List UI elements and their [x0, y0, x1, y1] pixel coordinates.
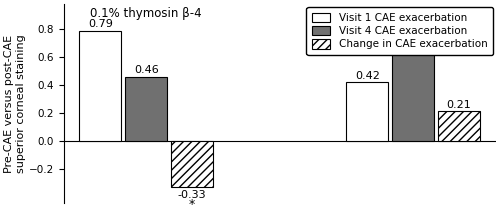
Bar — [171, 141, 213, 187]
Bar — [346, 82, 388, 141]
Text: 0.46: 0.46 — [134, 65, 158, 75]
Text: 0.42: 0.42 — [355, 71, 380, 81]
Text: 0.21: 0.21 — [446, 100, 471, 110]
Bar — [126, 77, 167, 141]
Y-axis label: Pre-CAE versus post-CAE
superior corneal staining: Pre-CAE versus post-CAE superior corneal… — [4, 34, 26, 173]
Legend: Visit 1 CAE exacerbation, Visit 4 CAE exacerbation, Change in CAE exacerbation: Visit 1 CAE exacerbation, Visit 4 CAE ex… — [306, 7, 492, 55]
Text: 0.62: 0.62 — [401, 43, 425, 53]
Bar — [392, 54, 434, 141]
Text: 0.1% thymosin β-4: 0.1% thymosin β-4 — [90, 7, 202, 20]
Bar — [438, 111, 480, 141]
Text: -0.33: -0.33 — [178, 190, 206, 200]
Text: Placebo: Placebo — [390, 7, 436, 20]
Text: 0.79: 0.79 — [88, 19, 112, 29]
Bar — [80, 31, 121, 141]
Text: *: * — [189, 198, 195, 211]
